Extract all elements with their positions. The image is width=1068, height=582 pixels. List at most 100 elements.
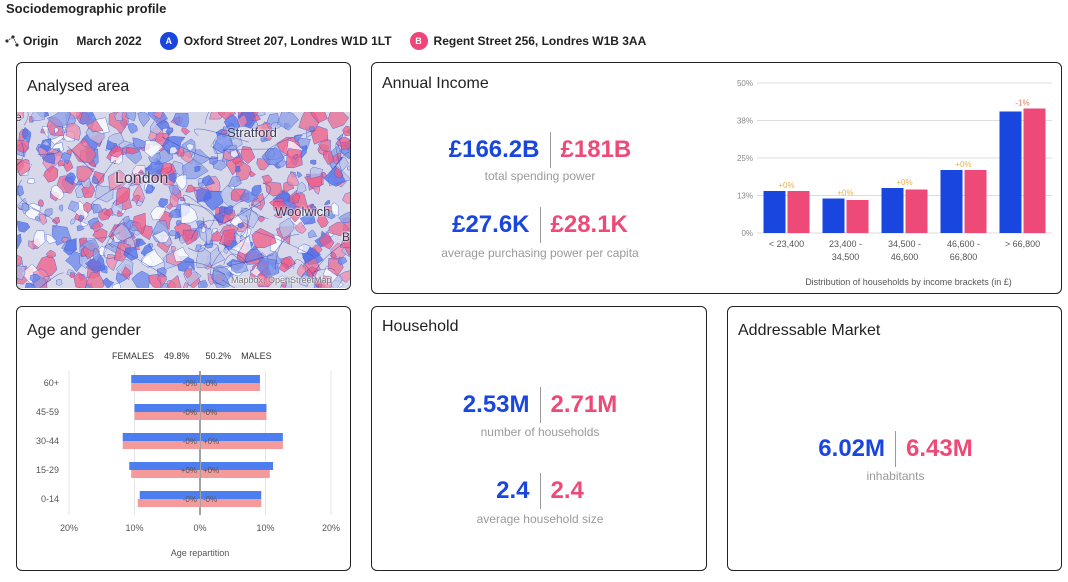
male-annotation: -0% [203, 408, 217, 417]
male-annotation: -0% [203, 495, 217, 504]
households-label: number of households [480, 425, 600, 439]
map-district [85, 271, 105, 288]
map-road [216, 254, 274, 269]
households-a: 2.53M [462, 391, 530, 418]
y-tick-label: 50% [737, 79, 753, 88]
male-bar-b [201, 383, 260, 391]
female-bar-a [139, 491, 200, 499]
map-district [292, 153, 299, 160]
map-district [127, 172, 144, 186]
area-map[interactable]: London Stratford Woolwich e B Mapbox, Op… [17, 112, 351, 288]
map-district [117, 210, 124, 217]
map-district [179, 197, 187, 201]
male-bar-b [201, 441, 283, 449]
map-district [310, 125, 329, 145]
map-district [218, 112, 236, 121]
x-tick-label: 10% [256, 523, 274, 533]
map-district [183, 281, 189, 288]
female-annotation: +0% [181, 466, 197, 475]
map-attribution[interactable]: Mapbox, OpenStreetMap [231, 275, 332, 285]
inhabitants-kpi: 6.02M 6.43M [728, 430, 1061, 468]
map-road [67, 146, 94, 172]
map-district [114, 112, 124, 122]
map-canvas [17, 112, 350, 288]
location-b-filter[interactable]: B Regent Street 256, Londres W1B 3AA [409, 32, 647, 50]
map-road [204, 112, 210, 124]
origin-filter[interactable]: Origin [4, 34, 58, 48]
y-tick-label: 13% [737, 192, 753, 201]
map-district [137, 112, 151, 128]
map-district [130, 224, 140, 232]
x-tick-label: 20% [322, 523, 340, 533]
map-district [90, 220, 104, 233]
annual-income-card: Annual Income £166.2B £181B total spendi… [371, 62, 1062, 294]
map-road [223, 242, 245, 263]
map-road [224, 183, 271, 224]
location-b-label: Regent Street 256, Londres W1B 3AA [433, 34, 647, 48]
map-district [120, 266, 132, 279]
map-district [31, 112, 46, 122]
location-b-badge: B [409, 32, 428, 50]
map-district [309, 159, 317, 165]
kpi-separator [539, 387, 541, 423]
analysed-area-title: Analysed area [27, 78, 130, 95]
map-district [331, 202, 340, 216]
map-road [249, 204, 269, 220]
map-district [337, 256, 348, 266]
map-district [131, 270, 150, 288]
map-road [139, 162, 172, 175]
map-district [248, 170, 256, 178]
map-district [279, 217, 295, 239]
map-district [195, 220, 205, 228]
income-x-axis-label: Distribution of households by income bra… [805, 277, 1012, 287]
map-label-b: B [342, 230, 351, 244]
female-bar-a [129, 462, 200, 470]
map-district [169, 230, 177, 237]
map-district [346, 165, 350, 171]
map-district [168, 184, 181, 196]
income-bar-b [846, 200, 869, 233]
male-bar-a [201, 375, 260, 383]
map-label-woolwich: Woolwich [275, 204, 331, 219]
map-road [17, 179, 40, 212]
household-title: Household [382, 318, 459, 335]
date-filter[interactable]: March 2022 [76, 34, 141, 48]
map-district [317, 214, 329, 229]
map-district [251, 184, 262, 197]
kpi-separator [895, 431, 896, 467]
map-road [312, 268, 335, 273]
map-district [182, 229, 199, 246]
x-tick-label: 0% [193, 523, 206, 533]
kpi-separator [549, 132, 551, 168]
female-bar-a [134, 404, 200, 412]
map-district [122, 215, 130, 225]
map-district [342, 125, 350, 137]
map-district [168, 208, 181, 218]
map-district [309, 166, 324, 180]
map-district [260, 135, 269, 143]
map-district [278, 262, 290, 273]
map-district [71, 138, 97, 164]
map-district [251, 113, 261, 122]
map-road [334, 151, 350, 168]
map-district [38, 213, 48, 226]
male-bar-b [201, 470, 270, 478]
map-district [76, 165, 95, 182]
map-district [37, 199, 44, 207]
x-tick-label: > 66,800 [1005, 239, 1040, 249]
capita-label: average purchasing power per capita [441, 246, 639, 260]
map-district [81, 180, 96, 198]
map-district [342, 191, 350, 204]
map-district [58, 204, 64, 213]
female-bar-b [122, 441, 200, 449]
income-bar-a [940, 170, 963, 233]
inhabitants-a: 6.02M [818, 435, 885, 462]
map-district [195, 247, 212, 268]
households-b: 2.71M [550, 391, 618, 418]
location-a-filter[interactable]: A Oxford Street 207, Londres W1D 1LT [159, 32, 392, 50]
map-district [169, 146, 179, 155]
map-district [256, 257, 280, 279]
map-district [310, 203, 317, 212]
x-tick-label: 66,800 [950, 252, 978, 262]
map-district [223, 247, 229, 255]
